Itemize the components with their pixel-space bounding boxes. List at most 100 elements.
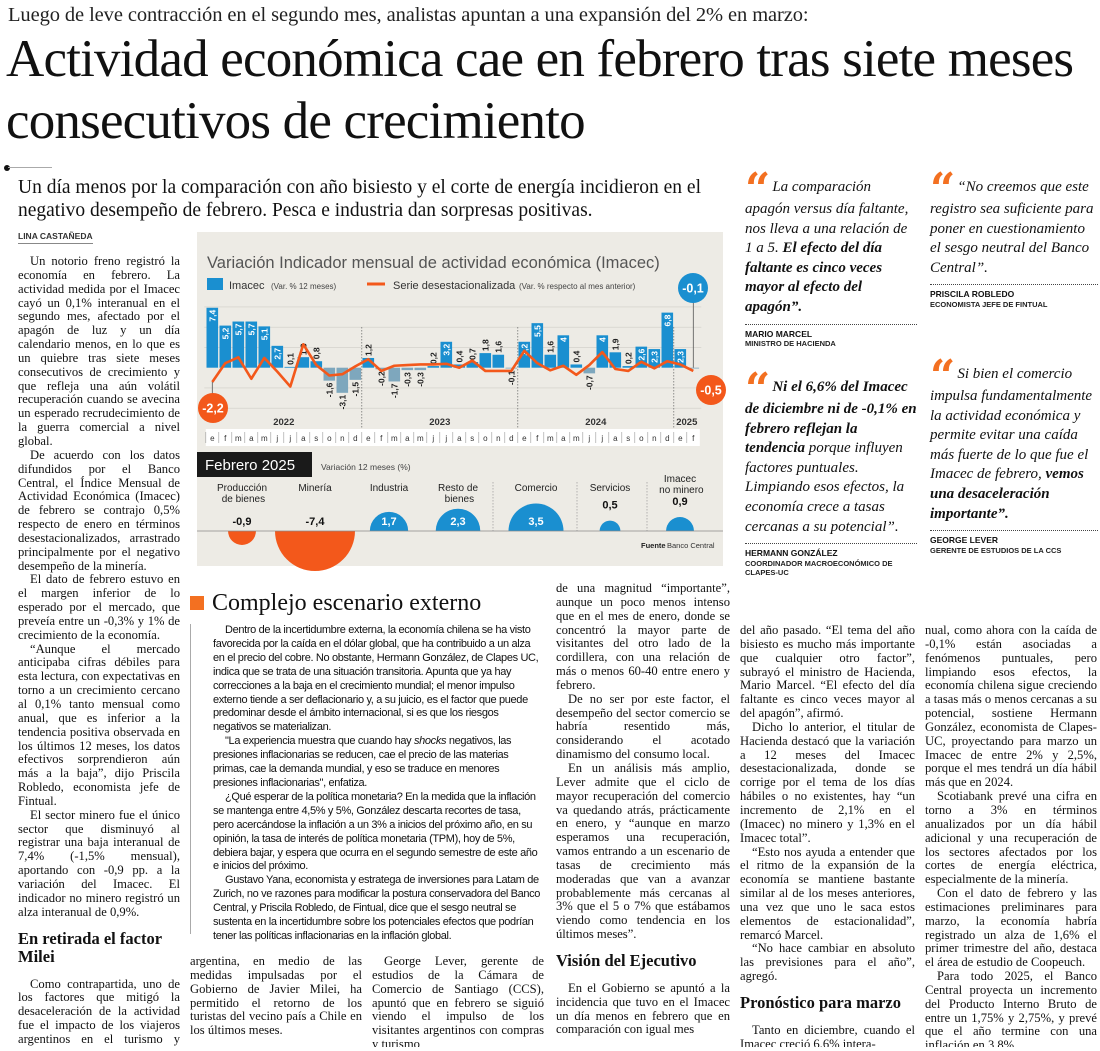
bar-data-label: -3,1	[337, 395, 347, 410]
year-label: 2024	[585, 417, 607, 428]
bar	[648, 349, 661, 368]
bar	[206, 307, 219, 368]
paragraph: argentina, en medio de las medidas impul…	[190, 955, 362, 1038]
month-label: n	[340, 434, 344, 443]
sidebar-paragraph: "La experiencia muestra que cuando hay s…	[213, 735, 541, 791]
month-label: e	[678, 434, 683, 443]
month-label: j	[587, 434, 590, 443]
paragraph: nual, como ahora con la caída de -0,1% e…	[925, 624, 1097, 790]
bubble-title-box	[197, 452, 312, 477]
quote-author: PRISCILA ROBLEDO	[930, 289, 1015, 300]
sidebar-paragraph: Gustavo Yana, economista y estratega de …	[213, 874, 541, 944]
bubble-value-label: 0,5	[602, 500, 617, 512]
text-run: ¿Qué esperar de la política monetaria? E…	[213, 790, 538, 873]
text-run: Dentro de la incertidumbre externa, la e…	[213, 624, 539, 734]
bubble	[369, 511, 409, 531]
month-label: e	[366, 434, 371, 443]
quote-text: “No creemos que este registro sea sufici…	[930, 179, 1094, 276]
legend-note: (Var. % 12 meses)	[271, 282, 337, 291]
quote-attribution: PRISCILA ROBLEDO ECONOMISTA JEFE DE FINTU…	[930, 284, 1098, 309]
bar	[297, 357, 310, 368]
pull-quote-robledo: ““No creemos que este registro sea sufic…	[930, 168, 1098, 309]
month-label: f	[224, 434, 227, 443]
month-label: m	[417, 434, 424, 443]
bar-data-label: -0,3	[402, 372, 412, 387]
legend-note: (Var. % respecto al mes anterior)	[519, 282, 636, 291]
bar	[505, 367, 518, 369]
bubble-value-label: 1,7	[381, 516, 396, 528]
quote-author: GEORGE LEVER	[930, 535, 999, 546]
bar	[544, 354, 557, 368]
callout-label: -0,5	[700, 384, 722, 398]
bubble-value-label: -0,9	[233, 516, 252, 528]
month-label: j	[288, 434, 291, 443]
column-1: Un notorio freno registró la economía en…	[18, 255, 180, 1047]
bar	[362, 357, 375, 368]
bar	[336, 367, 349, 393]
month-label: j	[444, 434, 447, 443]
bar-data-label: 2,6	[636, 348, 646, 360]
bar	[258, 326, 271, 368]
bubble-category-label: Comercio	[515, 483, 558, 494]
bar	[453, 364, 466, 368]
pull-quote-marcel: “La comparación apagón versus día faltan…	[745, 168, 917, 349]
month-label: a	[405, 434, 410, 443]
month-label: o	[327, 434, 332, 443]
bar	[583, 367, 596, 374]
bubble-value-label: -7,4	[306, 516, 326, 528]
bar-data-label: 1,3	[298, 343, 308, 355]
sidebar-box-title: Complejo escenario externo	[190, 590, 545, 616]
bar-data-label: 5,5	[532, 325, 542, 337]
paragraph: El sector minero fue el único sector que…	[18, 807, 180, 919]
desestacionalizada-line	[211, 343, 694, 388]
paragraph: “No hace cambiar en absoluto las previsi…	[740, 941, 915, 984]
paragraph: “Esto nos ayuda a entender que el ritmo …	[740, 844, 915, 942]
bar	[479, 353, 492, 368]
decorative-dot	[4, 165, 10, 171]
sidebar-box-heading: Complejo escenario externo	[212, 589, 482, 616]
quote-text: Ni el 6,6% del Imacec de diciembre ni de…	[745, 379, 917, 457]
legend-swatch-imacec	[207, 278, 223, 290]
bubble-category-label: Minería	[298, 483, 332, 494]
paragraph: De acuerdo con los datos difundidos por …	[18, 447, 180, 573]
bar-data-label: 7,4	[207, 309, 217, 321]
subheading: Pronóstico para marzo	[740, 992, 901, 1012]
bar-data-label: 4	[597, 337, 607, 342]
month-label: m	[547, 434, 554, 443]
bar-data-label: 0,4	[571, 350, 581, 362]
bar	[271, 345, 284, 368]
sidebar-paragraph: ¿Qué esperar de la política monetaria? E…	[213, 791, 541, 874]
bubble	[435, 508, 481, 531]
chart-title: Variación Indicador mensual de actividad…	[207, 254, 660, 272]
bubble	[666, 517, 694, 531]
quote-author-role: ECONOMISTA JEFE DE FINTUAL	[930, 299, 1048, 309]
callout-label: -0,1	[682, 282, 704, 296]
bar	[388, 367, 401, 382]
bar	[687, 367, 700, 369]
column-4: del año pasado. “El tema del año bisiest…	[740, 624, 915, 1047]
subheading: En retirada el factor Milei	[18, 928, 162, 966]
paragraph: del año pasado. “El tema del año bisiest…	[740, 624, 915, 721]
bar	[245, 321, 258, 368]
month-label: e	[522, 434, 527, 443]
month-label: d	[509, 434, 513, 443]
pull-quote-lever: “Si bien el comercio impulsa fundamental…	[930, 355, 1098, 555]
bubble-subtitle: Variación 12 meses (%)	[321, 462, 411, 472]
month-label: a	[613, 434, 618, 443]
bar-data-label: 0,1	[285, 353, 295, 365]
year-label: 2023	[429, 417, 450, 428]
bar	[531, 323, 544, 368]
bar	[570, 364, 583, 368]
bar	[622, 366, 635, 368]
month-label: n	[496, 434, 500, 443]
column-3: de una magnitud “importante”, aunque un …	[556, 582, 730, 1047]
sidebar-paragraph: Dentro de la incertidumbre externa, la e…	[213, 624, 541, 735]
month-label: d	[665, 434, 669, 443]
bar-data-label: 3,2	[441, 344, 451, 356]
quote-text: La comparación apagón versus día faltant…	[745, 179, 909, 257]
paragraph: Para todo 2025, el Banco Central proyect…	[925, 969, 1097, 1047]
callout-label: -2,2	[202, 402, 224, 416]
bar-data-label: 5,7	[233, 323, 243, 335]
month-label: f	[380, 434, 383, 443]
bar-data-label: 5,1	[259, 328, 269, 340]
